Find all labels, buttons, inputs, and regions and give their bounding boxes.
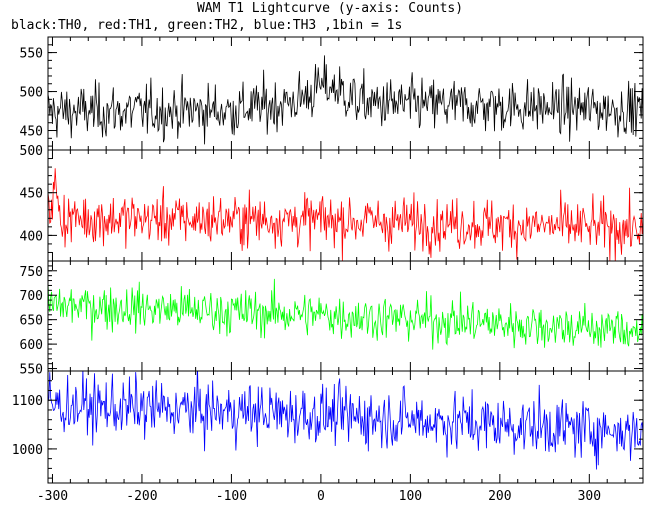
x-tick-label: 0 — [317, 489, 325, 504]
x-axis: -300 -200 -100 0 100 200 300 — [37, 489, 601, 504]
y-tick-label: 700 — [20, 289, 43, 304]
x-tick-label: -200 — [126, 489, 157, 504]
y-tick-label: 450 — [20, 125, 43, 140]
x-tick-label: 200 — [488, 489, 511, 504]
x-tick-label: 100 — [399, 489, 422, 504]
y-tick-label: 1100 — [12, 394, 43, 409]
y-tick-label: 550 — [20, 363, 43, 378]
panel-frame — [47, 149, 644, 262]
panels-group: 450 500 550 400 450 500 550 600 650 700 750 1000 110… — [12, 36, 644, 484]
panel-th1: 400 450 500 — [20, 144, 644, 262]
panel-th2: 550 600 650 700 750 — [20, 260, 644, 378]
chart-title: WAM T1 Lightcurve (y-axis: Counts) — [197, 1, 463, 16]
x-tick-label: -100 — [216, 489, 247, 504]
panel-frame — [47, 36, 644, 151]
y-tick-label: 600 — [20, 338, 43, 353]
y-tick-label: 1000 — [12, 443, 43, 458]
series-line-th3 — [48, 371, 643, 470]
x-tick-label: -300 — [37, 489, 68, 504]
y-tick-label: 550 — [20, 47, 43, 62]
y-tick-label: 500 — [20, 144, 43, 159]
chart-subtitle: black:TH0, red:TH1, green:TH2, blue:TH3 … — [11, 18, 402, 33]
y-tick-label: 650 — [20, 314, 43, 329]
y-tick-label: 500 — [20, 86, 43, 101]
series-line-th0 — [48, 55, 643, 145]
panel-frame — [47, 370, 644, 484]
series-line-th2 — [48, 278, 643, 350]
y-tick-label: 750 — [20, 265, 43, 280]
y-tick-label: 450 — [20, 187, 43, 202]
panel-th3: 1000 1100 — [12, 370, 644, 484]
panel-th0: 450 500 550 — [20, 36, 644, 151]
series-line-th1 — [48, 168, 643, 261]
y-tick-label: 400 — [20, 229, 43, 244]
x-tick-label: 300 — [578, 489, 601, 504]
